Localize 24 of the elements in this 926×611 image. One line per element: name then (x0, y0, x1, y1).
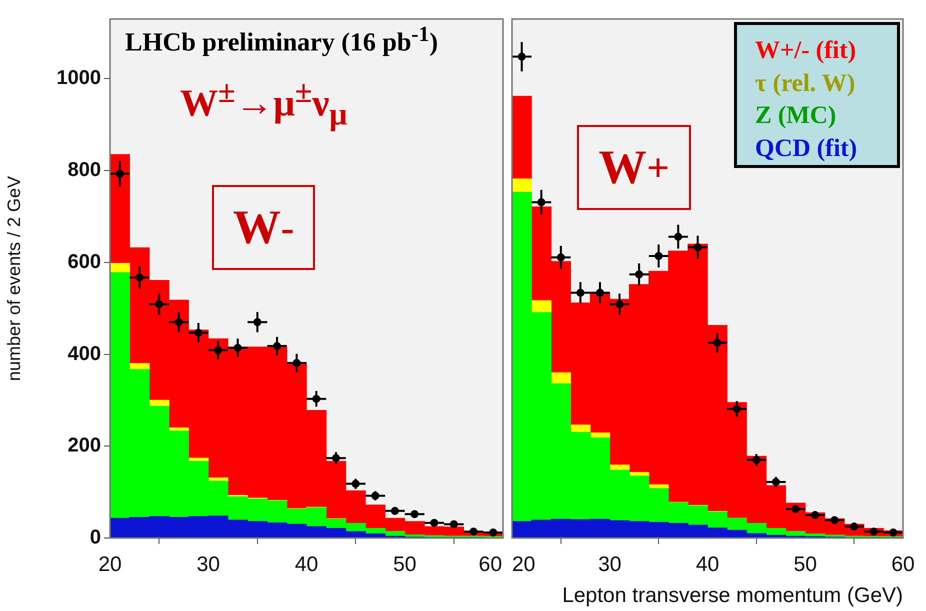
text: W+/- (fit) (755, 36, 858, 66)
y-tick-label: 400 (68, 342, 101, 365)
x-tick-label: 30 (598, 552, 622, 576)
y-tick-label: 200 (68, 434, 101, 457)
x-tick-label: 40 (294, 552, 318, 576)
x-tick-label: 50 (794, 552, 817, 576)
annotation: W$^{±}$→μ$^{±}$ν$_{μ}$ (180, 74, 348, 132)
x-tick-label: 40 (696, 552, 720, 576)
x-tick-label: 30 (196, 552, 220, 576)
text: τ (rel. W) (755, 68, 856, 98)
y-tick-label: 800 (68, 159, 101, 182)
x-axis-title: Lepton transverse momentum (GeV) (562, 584, 903, 608)
y-axis-title: number of events / 2 GeV (4, 176, 24, 382)
y-tick-label: 1000 (56, 67, 101, 90)
y-tick-label: 0 (90, 526, 101, 549)
x-tick-label: 20 (98, 552, 122, 576)
text: QCD (fit) (755, 134, 858, 164)
x-tick-label: 50 (393, 552, 416, 576)
x-tick-label: 20 (512, 552, 536, 576)
x-tick-label: 60 (478, 552, 502, 576)
y-tick-label: 600 (68, 250, 101, 273)
text: Z (MC) (755, 101, 838, 131)
x-tick-label: 60 (891, 552, 915, 576)
annotation: LHCb preliminary (16 pb$^{-1}$) (125, 22, 438, 57)
